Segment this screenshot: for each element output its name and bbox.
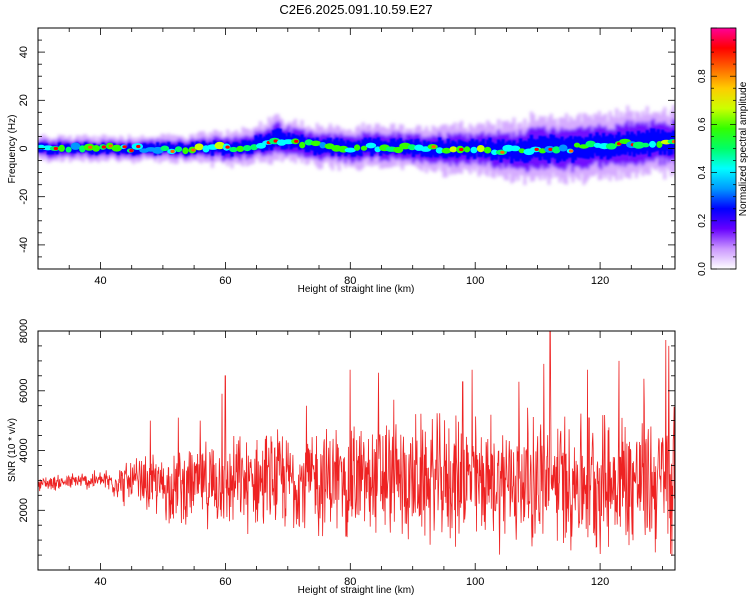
colorbar-tick-label: 0.2 [697, 213, 708, 227]
snr-x-tick-label: 40 [94, 576, 106, 588]
spectrogram-y-tick-labels: 40 20 0 -20 -40 [18, 46, 30, 253]
snr-ticks [37, 330, 675, 571]
spectrogram-y-tick-label: -40 [18, 237, 30, 253]
spectrogram-x-tick-labels: 40 60 80 100 120 [94, 275, 609, 287]
colorbar-label: Normalized spectral amplitude [738, 81, 749, 216]
colorbar-scale [710, 27, 737, 270]
chart-title: C2E6.2025.091.10.59.E27 [279, 2, 432, 17]
spectrogram-ticks [37, 27, 675, 270]
snr-y-tick-label: 6000 [18, 379, 30, 403]
colorbar-tick-label: 0.6 [697, 117, 708, 131]
spectrogram-x-tick-label: 40 [94, 275, 106, 287]
spectrogram-x-tick-label: 120 [591, 275, 609, 287]
colorbar-tick-label: 0.0 [697, 262, 708, 276]
snr-x-tick-label: 80 [344, 576, 356, 588]
snr-y-tick-label: 8000 [18, 319, 30, 343]
spectrogram-heatmap [38, 104, 675, 186]
snr-y-tick-label: 4000 [18, 438, 30, 462]
spectrogram-y-axis-label: Frequency (Hz) [7, 115, 18, 184]
spectrogram-x-axis-label: Height of straight line (km) [298, 284, 415, 295]
colorbar-ticks [711, 27, 736, 270]
snr-series-line [38, 331, 675, 556]
colorbar: 0.0 0.2 0.4 0.6 0.8 Normalized spectral ampl… [697, 27, 749, 276]
spectrogram-panel: 40 60 80 100 120 40 20 0 -20 -40 Height of strai… [7, 27, 676, 295]
spectrogram-x-tick-label: 80 [344, 275, 356, 287]
snr-panel: 40 60 80 100 120 8000 6000 4000 2000 Height of … [7, 319, 676, 596]
snr-x-tick-label: 100 [466, 576, 484, 588]
snr-y-tick-labels: 8000 6000 4000 2000 [18, 319, 30, 523]
spectrogram-x-tick-label: 100 [466, 275, 484, 287]
spectrogram-x-tick-label: 60 [219, 275, 231, 287]
spectrogram-y-tick-label: 40 [18, 46, 30, 58]
colorbar-tick-labels: 0.0 0.2 0.4 0.6 0.8 [697, 69, 708, 276]
snr-x-tick-label: 60 [219, 576, 231, 588]
spectrogram-y-tick-label: 20 [18, 94, 30, 106]
colorbar-tick-label: 0.4 [697, 165, 708, 179]
snr-x-tick-label: 120 [591, 576, 609, 588]
snr-y-tick-label: 2000 [18, 498, 30, 522]
snr-x-tick-labels: 40 60 80 100 120 [94, 576, 609, 588]
spectrogram-y-tick-label: -20 [18, 189, 30, 205]
snr-y-axis-label: SNR (10 * v/v) [7, 418, 18, 482]
colorbar-tick-label: 0.8 [697, 69, 708, 83]
snr-x-axis-label: Height of straight line (km) [298, 585, 415, 596]
spectrogram-y-tick-label: 0 [18, 145, 30, 151]
